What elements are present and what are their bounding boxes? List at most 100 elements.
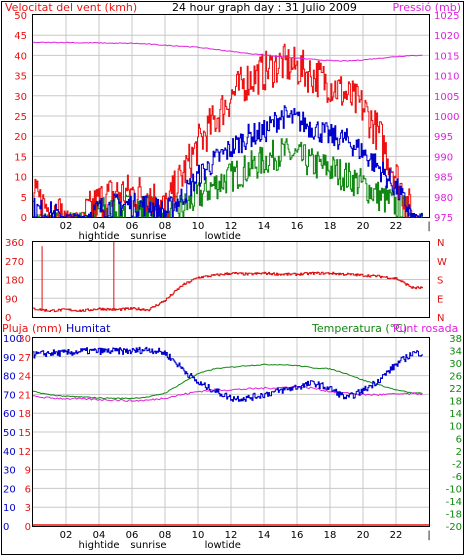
x-tick-label: 06: [126, 221, 139, 232]
pressure-tick: 980: [434, 193, 453, 204]
rain-tick: 30: [18, 334, 31, 345]
compass-tick: N: [437, 313, 444, 324]
humidity-tick: 80: [3, 372, 16, 383]
humidity-tick: 10: [3, 503, 16, 514]
x-tick-label: 12: [225, 221, 238, 232]
graph-title: 24 hour graph day : 31 Julio 2009: [172, 1, 357, 14]
wind-speed-title: Velocitat del vent (kmh): [5, 1, 137, 14]
x-tick-label: 14: [258, 221, 271, 232]
temperature-tick: 2: [456, 447, 462, 458]
temperature-tick: 22: [449, 384, 462, 395]
temperature-tick: 30: [449, 359, 462, 370]
x-tick-label: 22: [390, 530, 403, 541]
x-tick-label: 02: [60, 221, 73, 232]
pressure-title: Pressió (mb): [392, 1, 461, 14]
wind-speed-tick: 20: [14, 132, 27, 143]
wind-speed-tick: 25: [14, 112, 27, 123]
temperature-tick: -18: [446, 509, 462, 520]
x-tick-label: 20: [357, 221, 370, 232]
rain-tick: 9: [25, 466, 31, 477]
pressure-line: [32, 41, 423, 62]
pressure-tick: 985: [434, 173, 453, 184]
wind-speed-tick: 30: [14, 92, 27, 103]
rain-tick: 18: [18, 409, 31, 420]
x-tick-label: 08: [159, 530, 172, 541]
temperature-tick: -6: [452, 472, 462, 483]
temperature-tick: -20: [446, 522, 462, 533]
compass-tick: W: [437, 257, 447, 268]
dewpoint-line: [33, 385, 423, 403]
wind-speed-line: [33, 43, 423, 218]
x-tick-label: 22: [390, 221, 403, 232]
temperature-tick: -10: [446, 484, 462, 495]
x-tick-label: 16: [291, 221, 304, 232]
dewpoint-title: Punt rosada: [393, 322, 458, 335]
humidity-tick: 60: [3, 409, 16, 420]
wind-speed-tick: 0: [21, 213, 27, 224]
pressure-tick: 990: [434, 152, 453, 163]
rain-tick: 21: [18, 390, 31, 401]
pressure-tick: 1005: [434, 92, 459, 103]
temperature-tick: 14: [449, 409, 462, 420]
rain-tick: 27: [18, 353, 31, 364]
wind-speed-tick: 50: [14, 11, 27, 22]
wind-speed-tick: 40: [14, 51, 27, 62]
x-tick-label: 04: [93, 221, 106, 232]
humidity-tick: 100: [3, 334, 22, 345]
pressure-tick: 1010: [434, 72, 459, 83]
rain-tick: 12: [18, 447, 31, 458]
temperature-tick: -14: [446, 497, 462, 508]
temperature-tick: 18: [449, 397, 462, 408]
grid-lines: [33, 15, 429, 526]
x-tick-label: 16: [291, 530, 304, 541]
humidity-tick: 0: [3, 522, 9, 533]
temperature-tick: 6: [456, 434, 462, 445]
compass-tick: N: [437, 238, 444, 249]
temperature-tick: 10: [449, 422, 462, 433]
humidity-tick: 50: [3, 428, 16, 439]
x-tick-label: 20: [357, 530, 370, 541]
humidity-line: [33, 346, 423, 402]
humidity-tick: 30: [3, 466, 16, 477]
x-tick-label: 04: [93, 530, 106, 541]
event-label-lowtide: lowtide: [205, 231, 241, 242]
x-tick-label: 06: [126, 530, 139, 541]
rain-tick: 3: [25, 503, 31, 514]
rain-tick: 6: [25, 484, 31, 495]
direction-tick: 180: [5, 276, 24, 287]
temperature-tick: 26: [449, 372, 462, 383]
wind-direction-line: [33, 271, 423, 313]
wind-speed-tick: 5: [21, 193, 27, 204]
x-tick-label: |: [427, 221, 430, 232]
temperature-tick: -2: [452, 459, 462, 470]
rain-title: Pluja (mm): [2, 322, 62, 335]
direction-tick: 360: [5, 238, 24, 249]
temperature-tick: 34: [449, 347, 462, 358]
event-label-hightide: hightide: [78, 231, 119, 242]
data-series: [32, 41, 429, 526]
temperature-line: [32, 363, 423, 400]
rain-tick: 24: [18, 372, 31, 383]
pressure-tick: 995: [434, 132, 453, 143]
wind-speed-tick: 10: [14, 173, 27, 184]
pressure-tick: 1000: [434, 112, 459, 123]
compass-tick: S: [437, 276, 443, 287]
x-tick-label: 10: [192, 530, 205, 541]
wind-average-line: [33, 105, 423, 218]
x-tick-label: 12: [225, 530, 238, 541]
x-tick-label: 10: [192, 221, 205, 232]
event-label-lowtide: lowtide: [205, 540, 241, 551]
pressure-tick: 975: [434, 213, 453, 224]
humidity-tick: 70: [3, 390, 16, 401]
x-tick-label: 02: [60, 530, 73, 541]
pressure-tick: 1015: [434, 51, 459, 62]
pressure-tick: 1020: [434, 31, 459, 42]
temperature-tick: 38: [449, 334, 462, 345]
direction-tick: 270: [5, 257, 24, 268]
humidity-title: Humitat: [66, 322, 111, 335]
direction-tick: 0: [5, 313, 11, 324]
event-label-sunrise: sunrise: [130, 231, 166, 242]
